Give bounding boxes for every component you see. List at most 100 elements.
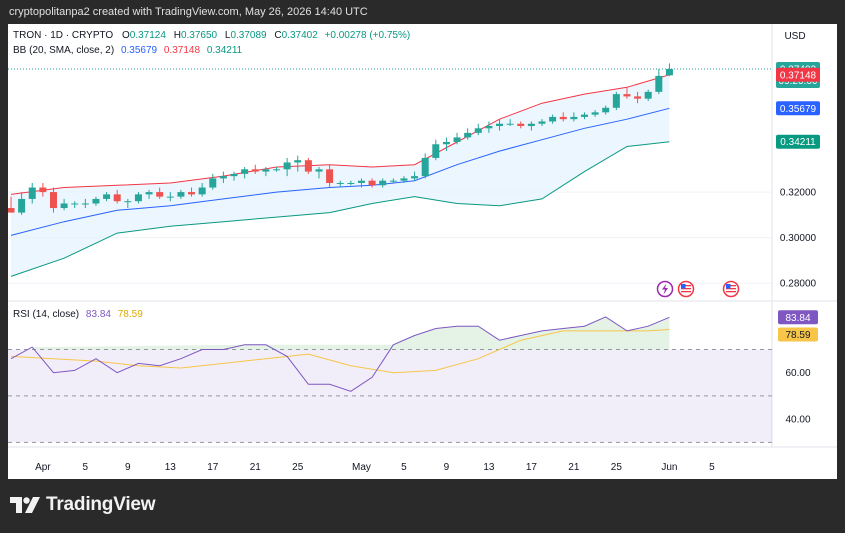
price-tag-label: 0.34211 xyxy=(780,137,816,148)
candle-body xyxy=(538,121,546,124)
candle-body xyxy=(177,192,185,197)
candle-body xyxy=(219,176,227,179)
candle xyxy=(71,201,79,209)
l-label: L xyxy=(225,30,231,41)
candle xyxy=(251,164,259,174)
candle xyxy=(156,187,164,199)
candle xyxy=(549,114,557,124)
time-axis-label: Jun xyxy=(661,462,677,473)
bb-lower-line xyxy=(10,141,670,277)
candle-body xyxy=(188,192,196,195)
candle xyxy=(347,180,355,186)
candle xyxy=(145,189,153,199)
candle xyxy=(28,182,36,204)
candle xyxy=(124,198,132,209)
candle-body xyxy=(655,75,663,92)
candle-body xyxy=(411,176,419,179)
h-label: H xyxy=(174,30,181,41)
time-axis-label: 25 xyxy=(292,462,304,473)
candle-body xyxy=(400,178,408,181)
candle-body xyxy=(496,123,504,127)
price-tag-box xyxy=(776,101,820,116)
rsi-tag: 78.59 xyxy=(778,327,818,342)
candle-body xyxy=(549,116,557,122)
candle xyxy=(411,171,419,181)
candle-body xyxy=(357,180,365,183)
candle xyxy=(134,192,142,204)
bb-upper-value: 0.37148 xyxy=(164,45,201,56)
candle xyxy=(644,89,652,101)
candle-body xyxy=(18,198,26,213)
candle xyxy=(357,178,365,188)
candle-body xyxy=(442,141,450,145)
candle xyxy=(177,189,185,199)
lightning-icon[interactable] xyxy=(656,280,674,298)
candle xyxy=(389,178,397,183)
candle xyxy=(517,121,525,129)
candle xyxy=(294,155,302,172)
candle xyxy=(580,112,588,120)
rsi-tag: 83.84 xyxy=(778,310,818,325)
time-axis-label: 5 xyxy=(401,462,407,473)
candle-body xyxy=(474,128,482,133)
candle-body xyxy=(283,162,291,170)
candle xyxy=(368,178,376,188)
bb-lower-value: 0.34211 xyxy=(207,45,243,56)
candle xyxy=(8,196,15,213)
candle xyxy=(92,196,100,206)
svg-text:RSI (14, close) 83.84: RSI (14, close) 83.84 78.59 xyxy=(13,309,143,320)
price-tag-label: 0.37148 xyxy=(780,70,817,81)
candle-body xyxy=(368,180,376,186)
price-tick-label: 0.28000 xyxy=(780,279,817,290)
high-value: 0.37650 xyxy=(181,30,218,41)
candle-body xyxy=(315,169,323,172)
bb-basis-value: 0.35679 xyxy=(121,45,158,56)
rsi-pane[interactable] xyxy=(8,316,772,443)
rsi-tick-label: 60.00 xyxy=(785,368,810,379)
candle xyxy=(262,167,270,177)
candle xyxy=(39,182,47,197)
candle-body xyxy=(113,194,121,202)
candle xyxy=(655,69,663,95)
candle-body xyxy=(421,157,429,177)
candle-body xyxy=(336,182,344,184)
candle-body xyxy=(612,94,620,108)
candle-body xyxy=(103,194,111,199)
price-pane[interactable] xyxy=(8,63,772,284)
candle xyxy=(283,157,291,177)
candle-body xyxy=(39,187,47,193)
rsi-value: 83.84 xyxy=(86,309,111,320)
candle xyxy=(315,167,323,179)
candle xyxy=(538,119,546,127)
candle-body xyxy=(71,203,79,205)
candle-body xyxy=(506,123,514,125)
candle-body xyxy=(644,91,652,99)
change-value: +0.00278 (+0.75%) xyxy=(325,30,411,41)
rsi-tag-box xyxy=(778,327,818,342)
candle xyxy=(188,187,196,197)
price-tick-labels: 0.28000 0.30000 0.32000 xyxy=(780,188,817,290)
us-flag-icon[interactable] xyxy=(677,280,695,298)
rsi-axis[interactable]: 40.00 60.00 83.84 78.59 xyxy=(778,310,818,426)
candle xyxy=(18,192,26,215)
candle xyxy=(432,139,440,161)
chart-frame: TRON · 1D · CRYPTO O0.37124 H0.37650 L0.… xyxy=(8,24,837,479)
time-axis-label: 5 xyxy=(709,462,715,473)
price-tag-box xyxy=(776,134,820,149)
event-icons[interactable] xyxy=(656,280,740,298)
time-axis[interactable]: Apr 5 9 13 17 21 25 May 5 9 13 17 21 25 Jun 5 xyxy=(35,462,715,473)
price-tag-box xyxy=(776,67,820,82)
o-label: O xyxy=(122,30,130,41)
us-flag-icon[interactable] xyxy=(722,280,740,298)
rsi-tag-label: 78.59 xyxy=(785,330,810,341)
watermark-text: cryptopolitanpa2 created with TradingVie… xyxy=(9,6,368,18)
candle xyxy=(421,153,429,179)
candle-body xyxy=(145,192,153,195)
symbol-label: TRON · 1D · CRYPTO xyxy=(13,30,113,41)
rsi-overbought-fill xyxy=(32,316,670,350)
candle xyxy=(623,87,631,99)
candle xyxy=(81,198,89,209)
tradingview-logo[interactable]: TradingView xyxy=(10,494,156,516)
bb-upper-line xyxy=(10,74,670,195)
